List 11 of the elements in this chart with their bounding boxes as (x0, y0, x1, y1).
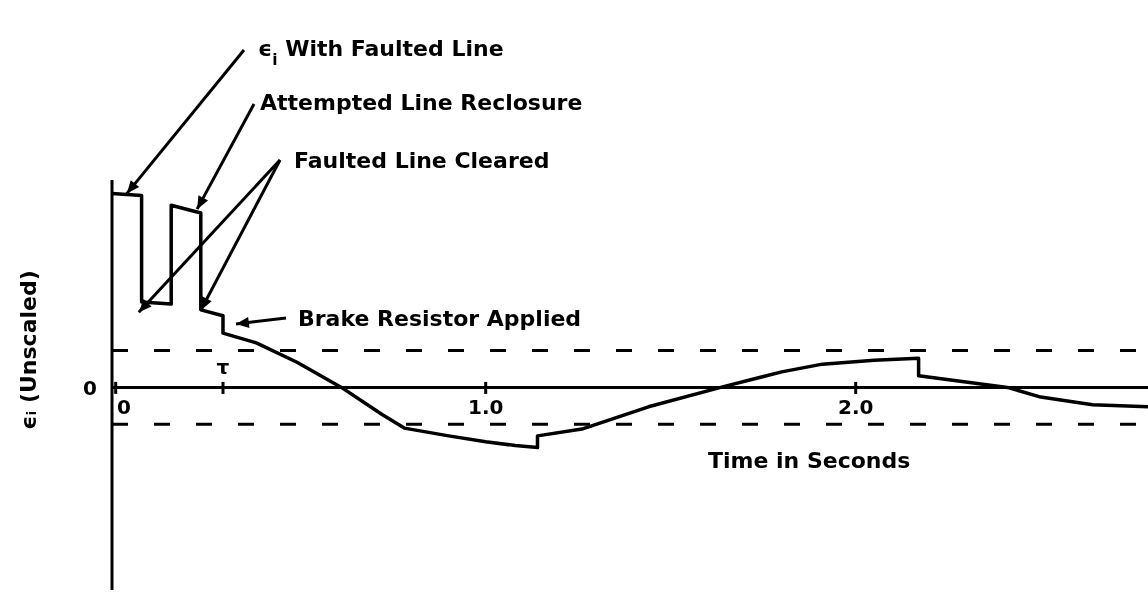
annotation: τ (216, 354, 230, 379)
x-axis-title: Time in Seconds (708, 448, 911, 473)
x-tick-label: 2.0 (837, 394, 874, 419)
x-tick-label: 0 (117, 394, 131, 419)
x-tick-label: 1.0 (467, 394, 504, 419)
annotation: Attempted Line Reclosure (260, 90, 583, 115)
annotation: ϵ$_{i}$ With Faulted Line (258, 36, 504, 69)
text: 0 (83, 375, 97, 400)
y-axis-title: ϵᵢ (Unscaled) (16, 270, 41, 430)
annotation: Faulted Line Cleared (294, 148, 550, 173)
annotation: Brake Resistor Applied (298, 306, 582, 331)
